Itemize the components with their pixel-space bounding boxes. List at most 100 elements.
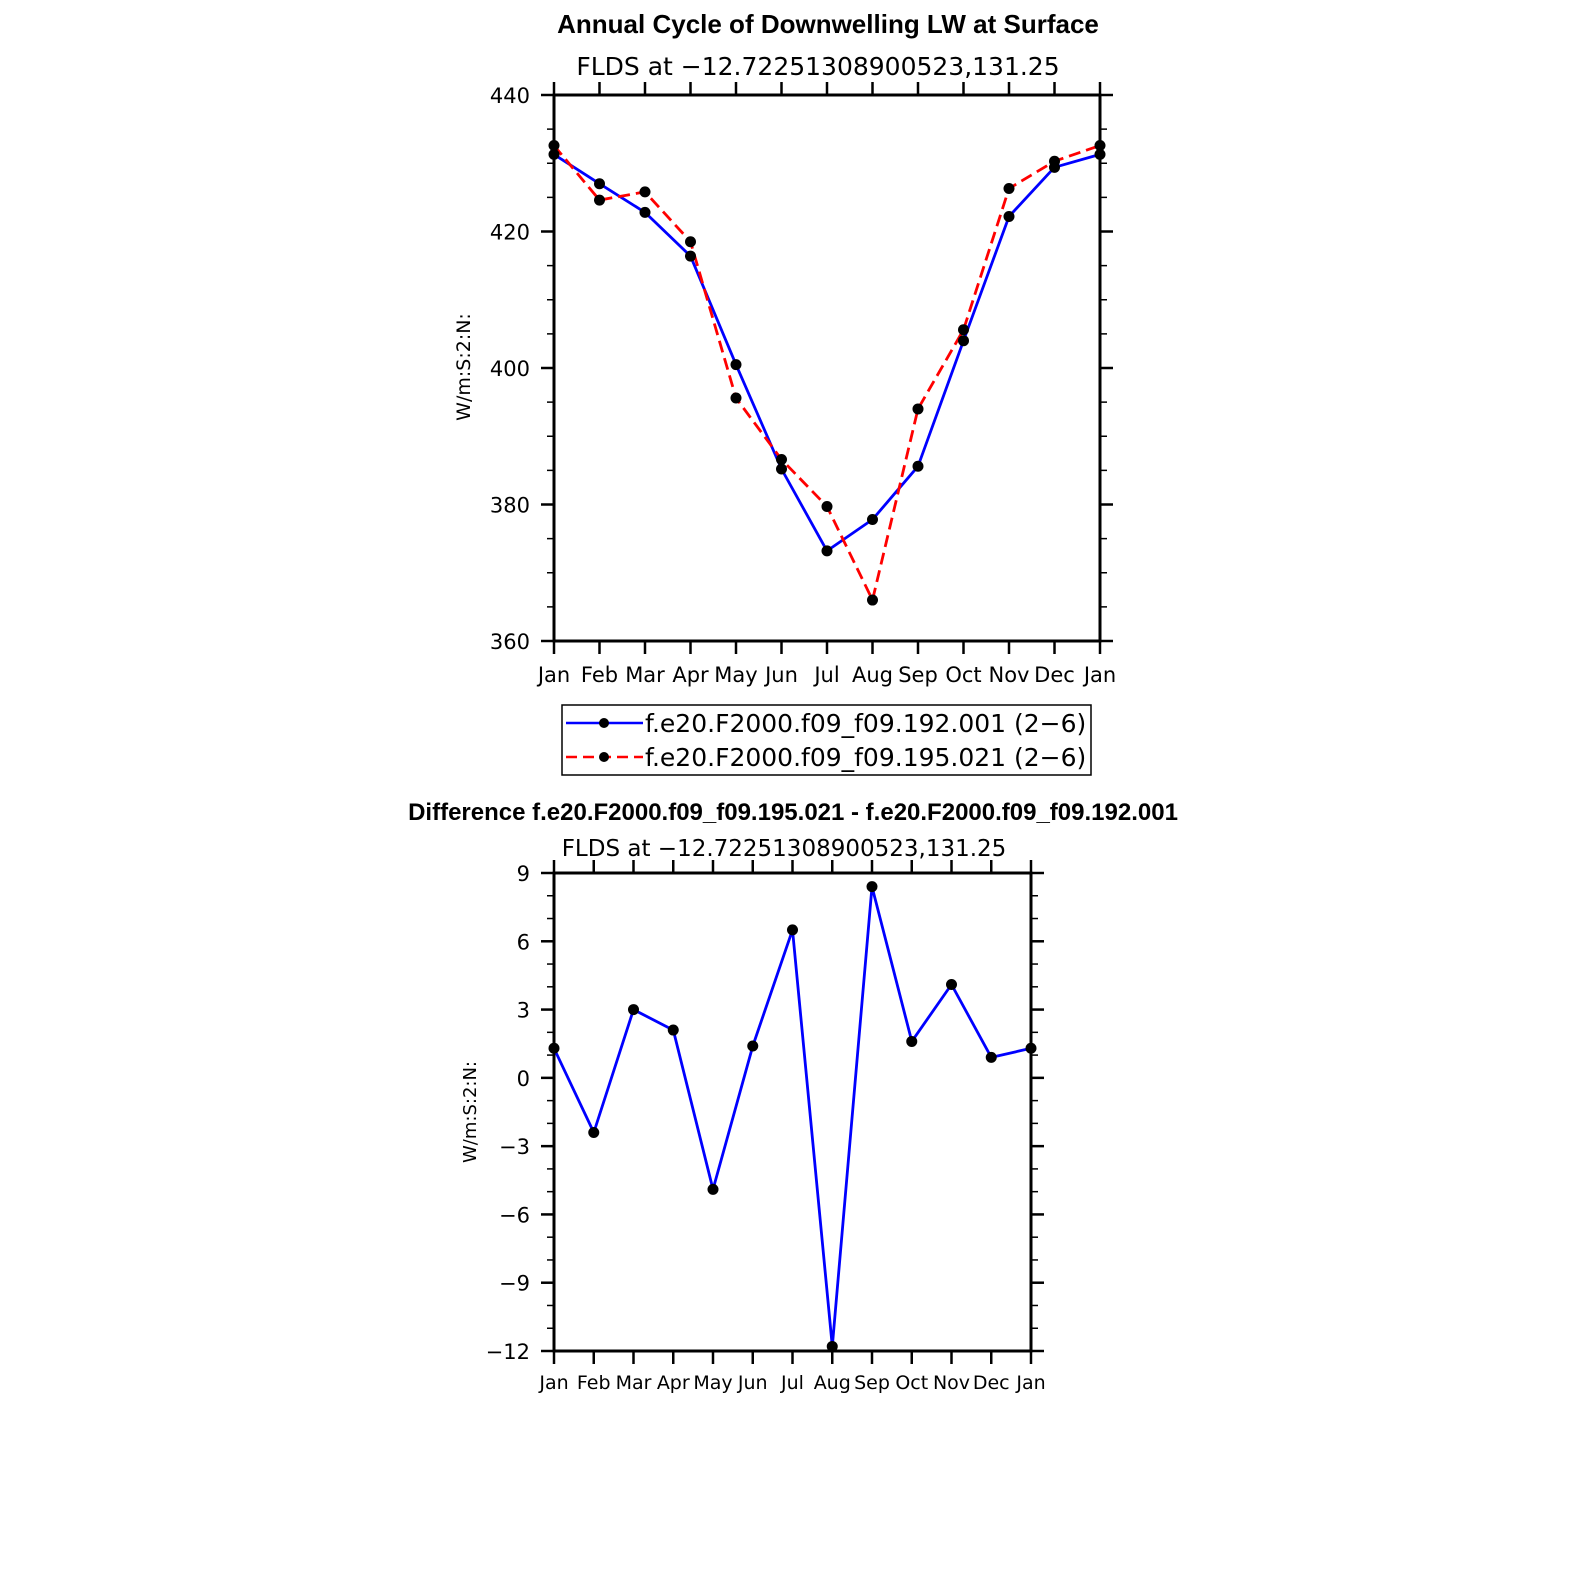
x-tick-label: Apr (657, 1372, 690, 1394)
y-tick-label: 420 (490, 221, 530, 245)
data-point-s1-5 (776, 463, 787, 475)
x-tick-label: Dec (973, 1372, 1010, 1394)
data-point-s1-3 (667, 1024, 679, 1036)
data-point-s1-5 (747, 1040, 759, 1052)
x-tick-label: Nov (989, 663, 1030, 687)
data-point-s2-7 (867, 594, 878, 606)
data-point-s1-0 (548, 148, 560, 160)
y-tick-label: 400 (490, 357, 530, 381)
data-points (548, 881, 1037, 1352)
x-tick-label: Oct (895, 1372, 928, 1394)
y-tick-label: −3 (499, 1135, 530, 1159)
data-point-s1-8 (866, 881, 878, 893)
legend-box (561, 704, 1092, 776)
x-tick-label: Oct (945, 663, 981, 687)
data-point-s1-1 (594, 178, 605, 190)
y-tick-label: 6 (517, 930, 530, 954)
data-point-s1-4 (707, 1183, 719, 1195)
y-axis-label: W/m:S:2:N: (453, 313, 475, 421)
data-point-s1-12 (1025, 1042, 1037, 1054)
y-tick-label: −12 (486, 1340, 530, 1364)
x-tick-label: Apr (672, 663, 709, 687)
data-point-s2-2 (639, 186, 651, 198)
y-tick-label: −9 (499, 1272, 530, 1296)
difference-chart: Difference f.e20.F2000.f09_f09.195.021 -… (408, 799, 1178, 1394)
data-point-s1-2 (628, 1004, 639, 1016)
x-tick-label: Aug (814, 1372, 851, 1394)
x-tick-labels: Jan Feb Mar Apr May Jun Jul Aug Sep Oct Nov Dec Jan (536, 663, 1116, 687)
y-tick-label: 380 (490, 494, 530, 518)
data-point-s1-9 (958, 335, 969, 347)
legend-marker-195 (599, 752, 609, 762)
y-tick-label: −6 (499, 1203, 530, 1227)
data-point-s1-0 (548, 1042, 560, 1054)
x-tick-label: Dec (1034, 663, 1075, 687)
y-tick-label: 9 (517, 862, 530, 886)
axis-ticks (541, 860, 1044, 1364)
data-point-s2-9 (958, 324, 969, 336)
data-point-s1-7 (826, 1340, 838, 1352)
x-tick-label: Jan (536, 663, 570, 687)
data-point-s2-11 (1049, 155, 1060, 167)
data-point-s2-8 (912, 403, 924, 415)
data-point-s1-3 (685, 250, 696, 262)
data-point-s2-5 (776, 453, 787, 465)
data-point-s2-6 (821, 501, 833, 513)
chart-subtitle: FLDS at −12.72251308900523,131.25 (576, 52, 1059, 81)
x-tick-label: Jul (780, 1372, 804, 1394)
chart-title: Difference f.e20.F2000.f09_f09.195.021 -… (408, 799, 1178, 826)
data-point-s1-10 (1003, 210, 1015, 222)
data-points (548, 140, 1106, 606)
x-tick-label: Sep (898, 663, 938, 687)
x-tick-label: Nov (933, 1372, 970, 1394)
y-tick-label: 0 (517, 1067, 530, 1091)
data-point-s2-1 (594, 194, 605, 206)
data-point-s1-4 (730, 359, 742, 371)
data-point-s2-4 (730, 392, 742, 404)
data-point-s1-6 (821, 545, 833, 557)
data-point-s1-6 (787, 924, 798, 936)
legend-entry-195: f.e20.F2000.f09_f09.195.021 (2−6) (566, 743, 1086, 772)
legend-label-195: f.e20.F2000.f09_f09.195.021 (2−6) (645, 743, 1086, 772)
axis-ticks (541, 82, 1113, 654)
chart-subtitle: FLDS at −12.72251308900523,131.25 (562, 836, 1007, 862)
x-tick-label: Jan (1015, 1372, 1045, 1394)
chart-title: Annual Cycle of Downwelling LW at Surfac… (557, 9, 1099, 39)
y-tick-label: 3 (517, 999, 530, 1023)
data-point-s2-0 (548, 140, 560, 152)
y-tick-labels: 360 380 400 420 440 (490, 84, 530, 654)
x-tick-label: Jul (812, 663, 839, 687)
data-point-s2-3 (685, 236, 696, 248)
x-tick-label: Mar (625, 663, 665, 687)
legend: f.e20.F2000.f09_f09.192.001 (2−6) f.e20.… (561, 704, 1092, 776)
data-point-s1-2 (639, 206, 651, 218)
x-tick-label: Jan (538, 1372, 568, 1394)
annual-cycle-chart: Annual Cycle of Downwelling LW at Surfac… (453, 9, 1116, 776)
x-tick-label: Jan (1082, 663, 1116, 687)
x-tick-label: Jun (763, 663, 798, 687)
y-tick-label: 440 (490, 84, 530, 108)
x-tick-label: May (714, 663, 757, 687)
legend-marker-192 (599, 718, 609, 728)
data-point-s1-8 (912, 460, 924, 472)
x-tick-label: Aug (852, 663, 893, 687)
x-tick-label: Feb (577, 1372, 611, 1394)
y-tick-labels: −12 −9 −6 −3 0 3 6 9 (486, 862, 530, 1364)
x-tick-label: Mar (616, 1372, 652, 1394)
data-point-s1-1 (588, 1126, 600, 1138)
data-point-s1-11 (985, 1051, 997, 1063)
data-point-s1-12 (1094, 148, 1106, 160)
y-tick-label: 360 (490, 630, 530, 654)
y-axis-label: W/m:S:2:N: (460, 1061, 481, 1163)
x-tick-label: Feb (581, 663, 618, 687)
data-point-s2-12 (1094, 140, 1106, 152)
data-point-s1-9 (906, 1035, 918, 1047)
data-point-s2-10 (1003, 183, 1015, 195)
x-tick-label: Jun (737, 1372, 768, 1394)
legend-entry-192: f.e20.F2000.f09_f09.192.001 (2−6) (566, 709, 1086, 738)
x-tick-labels: Jan Feb Mar Apr May Jun Jul Aug Sep Oct Nov Dec Jan (538, 1372, 1045, 1394)
data-point-s1-10 (946, 979, 957, 991)
x-tick-label: Sep (854, 1372, 890, 1394)
